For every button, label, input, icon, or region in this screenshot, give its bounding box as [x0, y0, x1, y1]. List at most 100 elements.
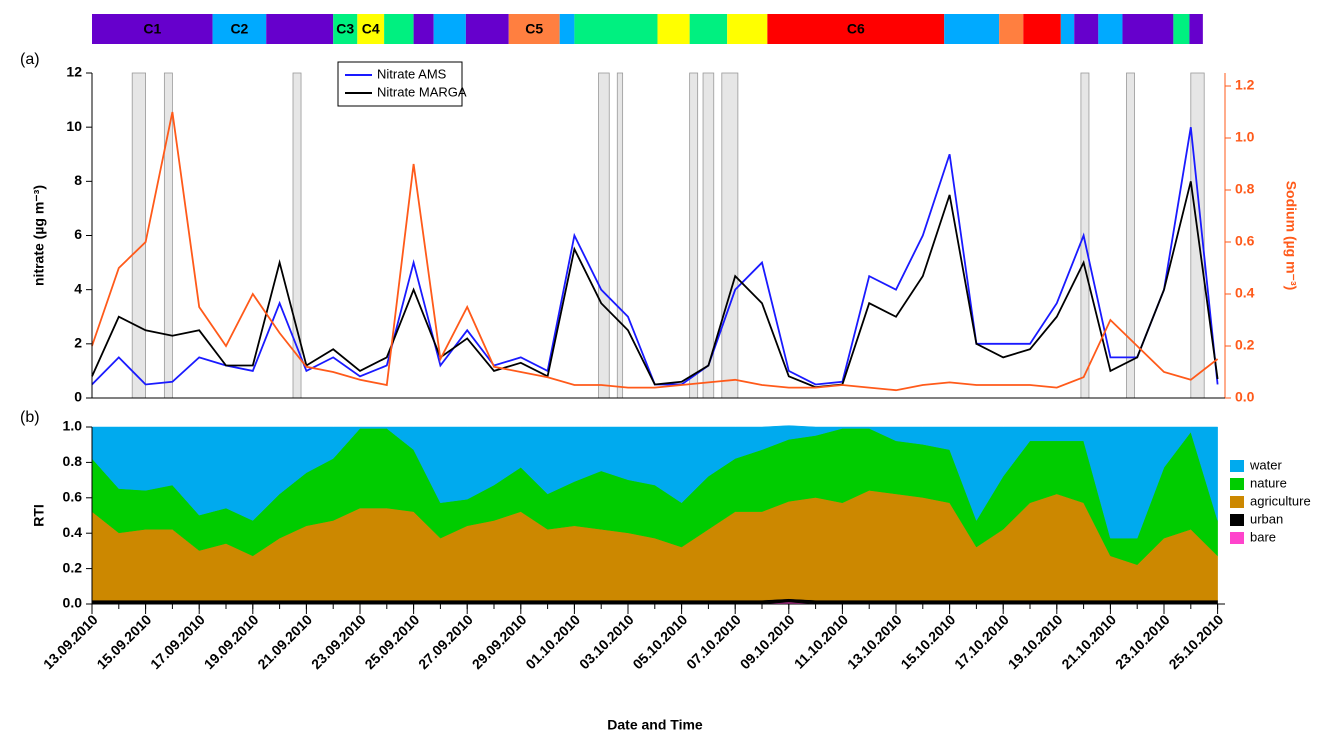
y-tick-label: 10: [66, 118, 82, 134]
cluster-segment: [266, 14, 334, 44]
shaded-period: [689, 72, 699, 399]
cluster-segment: [433, 14, 466, 44]
x-tick-label: 19.10.2010: [1005, 611, 1066, 672]
cluster-label: C2: [230, 21, 248, 37]
cluster-label: C4: [362, 21, 380, 37]
cluster-segment: [944, 14, 1000, 44]
y-tick-label: 0.2: [63, 559, 83, 575]
x-tick-label: 03.10.2010: [576, 611, 637, 672]
cluster-segment: [1060, 14, 1075, 44]
cluster-segment: [92, 14, 213, 44]
y2-tick-label: 0.0: [1235, 389, 1255, 405]
shaded-period: [131, 72, 146, 399]
x-tick-label: 27.09.2010: [415, 611, 476, 672]
x-tick-label: 21.10.2010: [1058, 611, 1119, 672]
x-tick-label: 25.09.2010: [361, 611, 422, 672]
shaded-period: [721, 72, 739, 399]
nitrate-line: [91, 127, 1219, 386]
x-tick-label: 21.09.2010: [254, 611, 315, 672]
legend-swatch: [1230, 496, 1244, 508]
sodium-line: [91, 111, 1219, 392]
y-tick-label: 0.8: [63, 453, 83, 469]
y2-tick-label: 0.2: [1235, 337, 1255, 353]
cluster-label: C3: [336, 21, 354, 37]
cluster-segment: [999, 14, 1024, 44]
cluster-segment: [1074, 14, 1099, 44]
cluster-segment: [1173, 14, 1190, 44]
cluster-segment: [508, 14, 560, 44]
x-tick-label: 25.10.2010: [1165, 611, 1226, 672]
legend-label: Nitrate MARGA: [377, 84, 467, 99]
cluster-segment: [1189, 14, 1203, 44]
y2-tick-label: 0.8: [1235, 181, 1255, 197]
cluster-label: C5: [525, 21, 543, 37]
cluster-segment: [384, 14, 414, 44]
x-tick-label: 07.10.2010: [683, 611, 744, 672]
legend-label: agriculture: [1250, 493, 1311, 508]
y2-tick-label: 0.6: [1235, 233, 1255, 249]
x-tick-label: 23.09.2010: [308, 611, 369, 672]
cluster-segment: [413, 14, 434, 44]
x-tick-label: 23.10.2010: [1112, 611, 1173, 672]
y-tick-label: 0.6: [63, 489, 83, 505]
y-axis-label: RTI: [31, 504, 47, 527]
shaded-period: [598, 72, 610, 399]
cluster-segment: [689, 14, 728, 44]
y2-tick-label: 1.0: [1235, 129, 1255, 145]
x-tick-label: 17.10.2010: [951, 611, 1012, 672]
legend-swatch: [1230, 532, 1244, 544]
x-tick-label: 15.09.2010: [93, 611, 154, 672]
x-tick-label: 11.10.2010: [791, 611, 851, 671]
y2-tick-label: 1.2: [1235, 77, 1255, 93]
legend-swatch: [1230, 478, 1244, 490]
x-tick-label: 29.09.2010: [469, 611, 530, 672]
legend-label: nature: [1250, 475, 1287, 490]
y-tick-label: 12: [66, 64, 82, 80]
cluster-segment: [465, 14, 509, 44]
shaded-period: [702, 72, 715, 399]
cluster-segment: [1122, 14, 1174, 44]
panel-label: (a): [20, 51, 40, 68]
y-tick-label: 6: [74, 226, 82, 242]
cluster-segment: [657, 14, 690, 44]
shaded-period: [616, 72, 624, 399]
y-tick-label: 0.4: [63, 524, 83, 540]
nitrate-line: [91, 181, 1219, 389]
x-tick-label: 09.10.2010: [737, 611, 798, 672]
cluster-label: C6: [847, 21, 865, 37]
panel-label: (b): [20, 409, 40, 426]
cluster-segment: [212, 14, 267, 44]
cluster-segment: [1023, 14, 1061, 44]
cluster-segment: [574, 14, 658, 44]
y-tick-label: 2: [74, 335, 82, 351]
x-tick-label: 13.10.2010: [844, 611, 905, 672]
y-tick-label: 0.0: [63, 595, 83, 611]
cluster-segment: [1098, 14, 1123, 44]
legend-swatch: [1230, 514, 1244, 526]
y-axis-label: nitrate (µg m⁻³): [31, 185, 47, 286]
legend-swatch: [1230, 460, 1244, 472]
y-tick-label: 8: [74, 172, 82, 188]
legend-box: [337, 61, 463, 107]
y2-tick-label: 0.4: [1235, 285, 1255, 301]
shaded-period: [1126, 72, 1135, 399]
cluster-segment: [333, 14, 358, 44]
cluster-segment: [767, 14, 945, 44]
cluster-segment: [357, 14, 385, 44]
x-tick-label: 05.10.2010: [629, 611, 690, 672]
x-tick-label: 15.10.2010: [897, 611, 958, 672]
x-tick-label: 17.09.2010: [147, 611, 208, 672]
x-tick-label: 01.10.2010: [522, 611, 583, 672]
legend-label: water: [1249, 457, 1282, 472]
cluster-label: C1: [143, 21, 161, 37]
area-water: [91, 425, 1218, 539]
legend-label: urban: [1250, 511, 1283, 526]
y-tick-label: 1.0: [63, 418, 83, 434]
cluster-segment: [727, 14, 768, 44]
shaded-period: [1080, 72, 1090, 399]
y2-axis-label: Sodium (µg m⁻³): [1283, 181, 1299, 291]
y-tick-label: 0: [74, 389, 82, 405]
x-tick-label: 19.09.2010: [201, 611, 262, 672]
legend-label: Nitrate AMS: [377, 66, 447, 81]
